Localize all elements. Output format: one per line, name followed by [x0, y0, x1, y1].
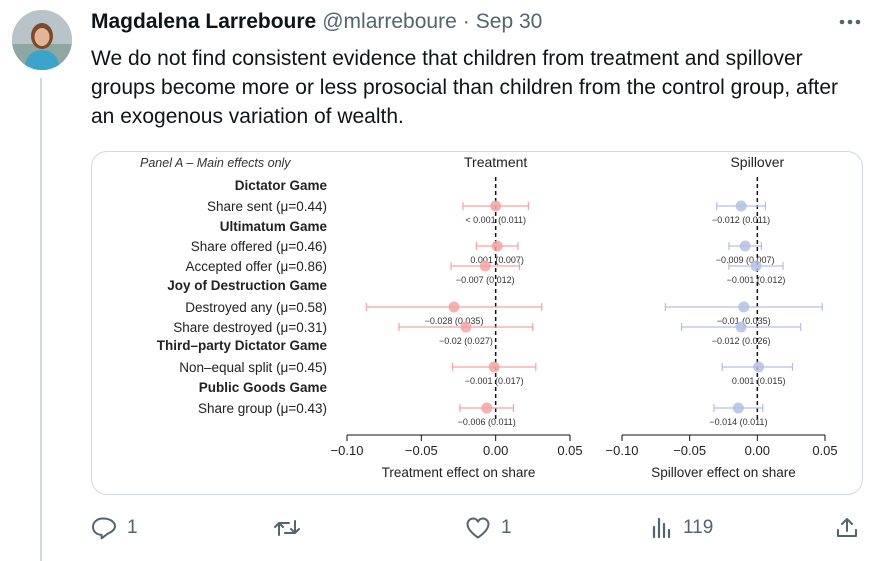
estimate-label: −0.009 (0.007)	[716, 255, 775, 265]
heart-icon	[466, 517, 490, 539]
separator-dot: ·	[462, 10, 470, 33]
x-tick-label: −0.10	[331, 443, 364, 458]
more-options-button[interactable]	[836, 10, 864, 34]
estimate-label: −0.014 (0.011)	[709, 417, 767, 427]
point-estimate	[753, 361, 765, 373]
point-estimate	[448, 301, 460, 313]
estimate-label: −0.012 (0.011)	[712, 215, 770, 225]
game-header: Third–party Dictator Game	[157, 338, 328, 353]
action-bar: 1 1 119	[91, 508, 863, 548]
retweet-icon	[274, 520, 300, 536]
row-label: Accepted offer (μ=0.86)	[186, 259, 328, 274]
reply-count: 1	[127, 517, 138, 538]
estimate-label: −0.007 (0.012)	[456, 275, 515, 285]
point-estimate	[750, 260, 762, 272]
estimate-label: 0.001 (0.007)	[470, 255, 524, 265]
like-button[interactable]: 1	[465, 508, 512, 548]
x-tick-label: 0.00	[745, 443, 770, 458]
point-estimate	[491, 240, 503, 252]
row-label: Non–equal split (μ=0.45)	[179, 360, 327, 375]
point-estimate	[735, 321, 747, 333]
reply-button[interactable]: 1	[91, 508, 138, 548]
panel-label: Panel A – Main effects only	[140, 156, 291, 170]
estimate-label: −0.028 (0.035)	[425, 316, 484, 326]
x-tick-label: −0.05	[673, 443, 706, 458]
x-tick-label: 0.05	[812, 443, 837, 458]
more-horizontal-icon	[839, 19, 861, 25]
x-tick-label: −0.05	[405, 443, 438, 458]
avatar[interactable]	[12, 10, 72, 70]
point-estimate	[735, 200, 747, 212]
game-header: Joy of Destruction Game	[167, 278, 327, 293]
point-estimate	[490, 200, 502, 212]
like-count: 1	[501, 517, 512, 538]
estimate-label: < 0.001 (0.011)	[465, 215, 526, 225]
estimate-label: −0.02 (0.027)	[439, 336, 493, 346]
views-button[interactable]: 119	[651, 508, 713, 548]
row-label: Share offered (μ=0.46)	[191, 239, 327, 254]
row-label: Destroyed any (μ=0.58)	[185, 300, 327, 315]
share-button[interactable]	[835, 508, 859, 548]
point-estimate	[460, 321, 472, 333]
coefficient-chart: Panel A – Main effects only Dictator Game…	[140, 154, 838, 480]
x-tick-label: 0.00	[483, 443, 508, 458]
retweet-button[interactable]	[273, 508, 311, 548]
row-label: Share group (μ=0.43)	[198, 401, 327, 416]
estimate-label: −0.006 (0.011)	[458, 417, 516, 427]
views-icon	[652, 517, 671, 539]
point-estimate	[738, 301, 750, 313]
point-estimate	[481, 402, 493, 414]
x-tick-label: −0.10	[606, 443, 639, 458]
share-icon	[837, 518, 857, 537]
tweet-image-card[interactable]: Panel A – Main effects only Dictator Game…	[91, 151, 863, 495]
game-header: Dictator Game	[235, 178, 328, 193]
x-axis-label: Treatment effect on share	[382, 465, 536, 480]
row-label: Share destroyed (μ=0.31)	[173, 320, 327, 335]
row-label: Share sent (μ=0.44)	[207, 199, 327, 214]
point-estimate	[488, 361, 500, 373]
x-axis-label: Spillover effect on share	[651, 465, 796, 480]
estimate-label: −0.012 (0.026)	[712, 336, 771, 346]
thread-line	[40, 78, 42, 561]
game-header: Public Goods Game	[199, 380, 328, 395]
author-name[interactable]: Magdalena Larreboure	[91, 10, 317, 33]
tweet-date[interactable]: Sep 30	[475, 10, 543, 33]
point-estimate	[479, 260, 491, 272]
avatar-image	[12, 10, 72, 70]
x-tick-label: 0.05	[557, 443, 582, 458]
panel-title: Spillover	[730, 154, 784, 170]
reply-icon	[92, 517, 116, 540]
game-header: Ultimatum Game	[220, 219, 328, 234]
views-count: 119	[683, 517, 714, 538]
point-estimate	[732, 402, 744, 414]
point-estimate	[739, 240, 751, 252]
tweet-text: We do not find consistent evidence that …	[91, 47, 839, 128]
estimate-label: −0.001 (0.012)	[727, 275, 786, 285]
panel-title: Treatment	[464, 154, 527, 170]
estimate-label: −0.01 (0.035)	[717, 316, 771, 326]
tweet-header: Magdalena Larreboure @mlarreboure · Sep …	[91, 10, 542, 38]
estimate-label: −0.001 (0.017)	[465, 376, 524, 386]
estimate-label: 0.001 (0.015)	[732, 376, 786, 386]
author-handle[interactable]: @mlarreboure	[322, 10, 457, 33]
